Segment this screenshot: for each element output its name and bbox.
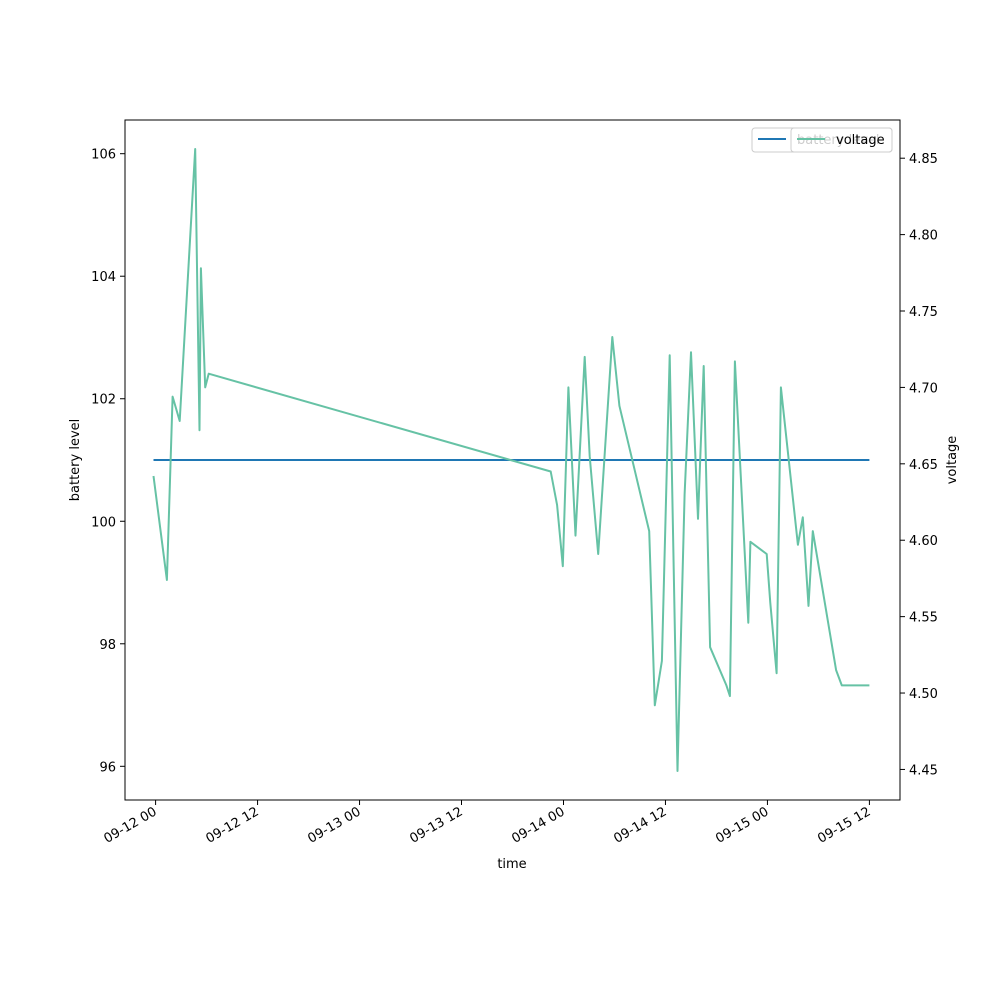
y-right-tick-label: 4.65 [909,458,938,473]
x-tick-label: 09-14 12 [611,804,669,846]
legend-box-right-axis [790,127,893,153]
x-tick-label: 09-12 00 [101,804,159,846]
x-tick-label: 09-15 12 [815,804,873,846]
y-right-tick-label: 4.45 [909,763,938,778]
y-right-tick-label: 4.50 [909,687,938,702]
y-right-tick-label: 4.80 [909,229,938,244]
y-right-tick-label: 4.55 [909,611,938,626]
x-tick-label: 09-12 12 [203,804,261,846]
x-tick-label: 09-13 00 [305,804,363,846]
plot-frame [124,119,901,801]
y-left-tick-label: 106 [91,148,116,163]
legend-label-voltage: voltage [836,133,885,148]
x-tick-label: 09-14 00 [509,804,567,846]
y-axis-right-label: voltage [945,436,960,485]
y-right-tick-label: 4.60 [909,534,938,549]
x-tick-label: 09-13 12 [407,804,465,846]
y-right-tick-label: 4.85 [909,152,938,167]
y-left-tick-label: 104 [91,270,116,285]
y-axis-left-label: battery level [68,419,83,502]
y-right-tick-label: 4.75 [909,305,938,320]
plot-area [124,119,901,801]
x-tick-label: 09-15 00 [713,804,771,846]
series-line-voltage [152,148,870,772]
axis-ticks: 09-12 00 09-12 12 09-13 00 09-13 12 09-14 00… [91,148,938,847]
y-left-tick-label: 96 [99,760,116,775]
y-left-tick-label: 100 [91,515,116,530]
x-axis-label: time [497,857,526,872]
y-left-tick-label: 102 [91,393,116,408]
y-right-tick-label: 4.70 [909,381,938,396]
y-left-tick-label: 98 [99,638,116,653]
